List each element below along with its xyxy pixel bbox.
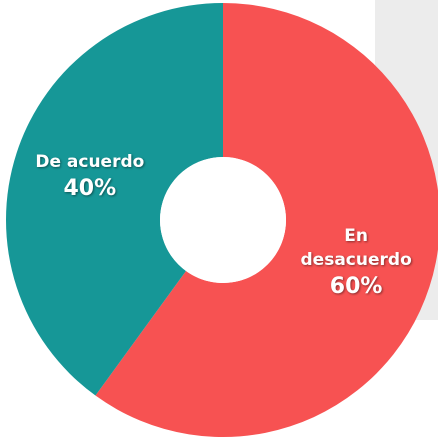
value-label: 40%	[63, 175, 117, 201]
donut-hole	[160, 157, 286, 283]
donut-slice	[6, 3, 224, 396]
slice-label: En desacuerdo 60%	[286, 224, 426, 302]
category-label: De acuerdo	[35, 151, 145, 172]
value-label: 60%	[329, 274, 383, 300]
slice-label: De acuerdo 40%	[20, 150, 160, 204]
donut-slice	[95, 3, 438, 437]
category-label: En desacuerdo	[300, 226, 412, 271]
